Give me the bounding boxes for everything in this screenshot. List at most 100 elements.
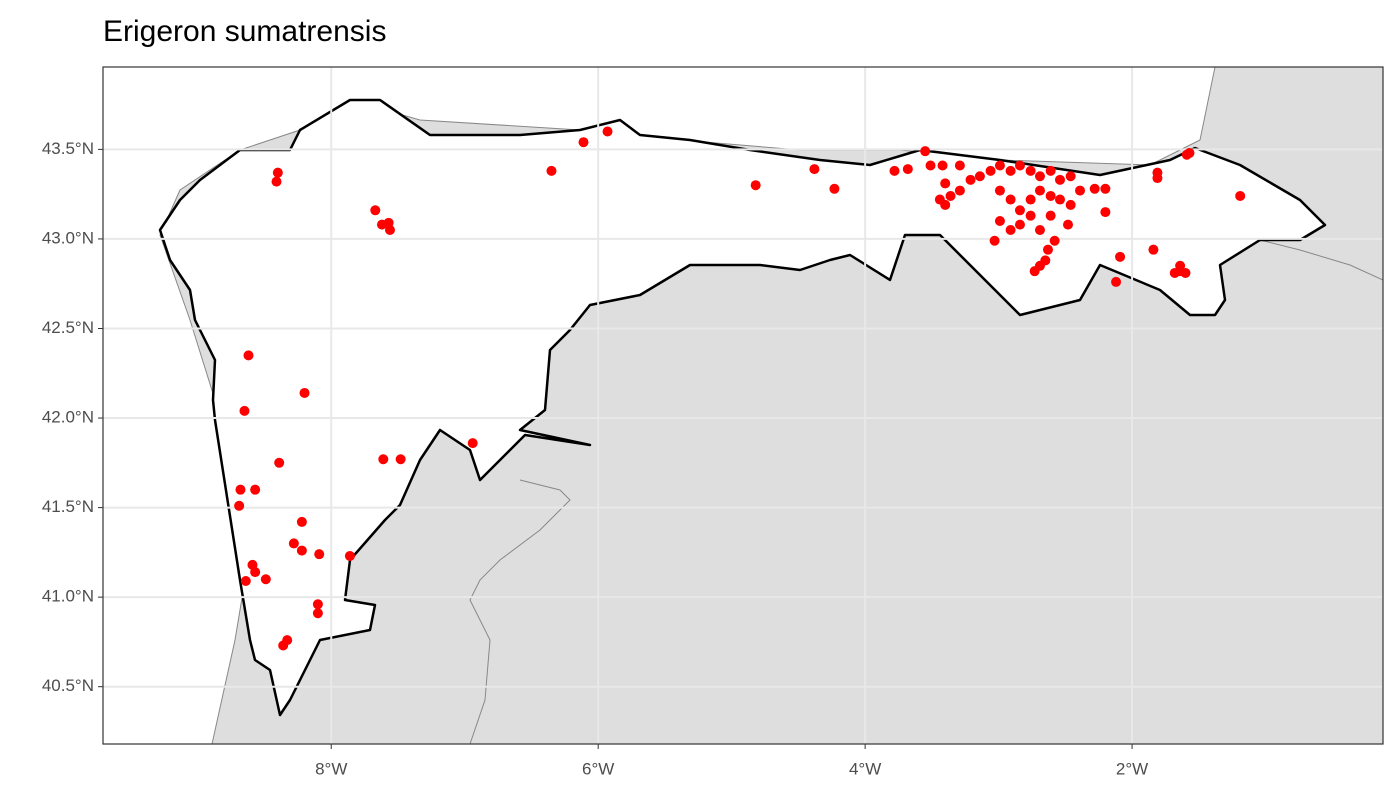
occurrence-point (1045, 210, 1056, 221)
occurrence-point (1075, 185, 1086, 196)
occurrence-point (578, 137, 589, 148)
occurrence-point (260, 574, 271, 585)
region-outline (158, 98, 1327, 717)
occurrence-point (602, 126, 613, 137)
occurrence-point (829, 183, 840, 194)
occurrence-point (994, 160, 1005, 171)
occurrence-point (1005, 165, 1016, 176)
occurrence-point (1054, 194, 1065, 205)
occurrence-point (1014, 219, 1025, 230)
grid (103, 67, 1383, 744)
occurrence-point (954, 185, 965, 196)
x-tick-label: 6°W (582, 759, 614, 778)
occurrence-point (1025, 194, 1036, 205)
occurrence-point (395, 454, 406, 465)
occurrence-point (1029, 266, 1040, 277)
occurrence-point (1148, 244, 1159, 255)
occurrence-point (1180, 267, 1191, 278)
occurrence-point (1065, 199, 1076, 210)
occurrence-point (1045, 165, 1056, 176)
occurrence-point (902, 164, 913, 175)
occurrence-point (312, 599, 323, 610)
occurrence-point (1049, 235, 1060, 246)
occurrence-point (234, 500, 245, 511)
occurrence-point (1184, 147, 1195, 158)
occurrence-point (274, 457, 285, 468)
occurrence-point (239, 405, 250, 416)
occurrence-point (299, 387, 310, 398)
occurrence-point (1235, 190, 1246, 201)
panel-border (102, 66, 1384, 745)
occurrence-point (546, 165, 557, 176)
occurrence-point (809, 164, 820, 175)
occurrence-point (314, 549, 325, 560)
occurrence-point (384, 224, 395, 235)
y-tick-label: 43.5°N (42, 139, 94, 158)
occurrence-point (1034, 171, 1045, 182)
occurrence-point (1034, 224, 1045, 235)
occurrence-point (1025, 210, 1036, 221)
y-tick-label: 43.0°N (42, 228, 94, 247)
occurrence-point (250, 567, 261, 578)
occurrence-point (278, 640, 289, 651)
occurrence-point (940, 199, 951, 210)
occurrence-point (1042, 244, 1053, 255)
occurrence-point (271, 176, 282, 187)
occurrence-point (243, 350, 254, 361)
occurrence-point (937, 160, 948, 171)
occurrence-point (974, 171, 985, 182)
y-tick-label: 41.0°N (42, 587, 94, 606)
occurrence-point (235, 484, 246, 495)
occurrence-point (965, 174, 976, 185)
occurrence-point (920, 146, 931, 157)
occurrence-point (1014, 205, 1025, 216)
x-tick-label: 8°W (315, 759, 347, 778)
occurrence-point (1005, 194, 1016, 205)
occurrence-point (989, 235, 1000, 246)
occurrence-point (378, 454, 389, 465)
occurrence-point (240, 576, 251, 587)
occurrence-point (296, 545, 307, 556)
x-tick-label: 4°W (849, 759, 881, 778)
occurrence-point (296, 516, 307, 527)
occurrence-point (1005, 224, 1016, 235)
occurrence-point (1054, 174, 1065, 185)
y-tick-label: 42.0°N (42, 408, 94, 427)
occurrence-point (1065, 171, 1076, 182)
occurrence-point (1014, 160, 1025, 171)
occurrence-point (1089, 183, 1100, 194)
occurrence-point (925, 160, 936, 171)
points (234, 126, 1246, 651)
y-tick-label: 42.5°N (42, 318, 94, 337)
occurrence-point (940, 178, 951, 189)
occurrence-point (1111, 276, 1122, 287)
occurrence-point (1169, 267, 1180, 278)
occurrence-point (1063, 219, 1074, 230)
y-tick-label: 40.5°N (42, 676, 94, 695)
occurrence-point (750, 180, 761, 191)
occurrence-point (288, 538, 299, 549)
occurrence-point (1045, 190, 1056, 201)
occurrence-point (985, 165, 996, 176)
x-tick-label: 2°W (1116, 759, 1148, 778)
occurrence-point (272, 167, 283, 178)
occurrence-point (1152, 173, 1163, 184)
occurrence-point (312, 608, 323, 619)
occurrence-point (1115, 251, 1126, 262)
occurrence-point (1100, 183, 1111, 194)
chart-title: Erigeron sumatrensis (103, 15, 386, 48)
occurrence-point (344, 550, 355, 561)
occurrence-point (954, 160, 965, 171)
occurrence-point (467, 438, 478, 449)
y-tick-label: 41.5°N (42, 497, 94, 516)
occurrence-point (994, 216, 1005, 227)
occurrence-point (1100, 207, 1111, 218)
occurrence-point (1034, 185, 1045, 196)
occurrence-point (370, 205, 381, 216)
occurrence-point (250, 484, 261, 495)
occurrence-point (945, 190, 956, 201)
land (158, 67, 1383, 744)
occurrence-point (994, 185, 1005, 196)
axes: 8°W 6°W 4°W 2°W 40.5°N 41.0°N 41.5°N 42.0°N 42.5… (42, 139, 1148, 779)
